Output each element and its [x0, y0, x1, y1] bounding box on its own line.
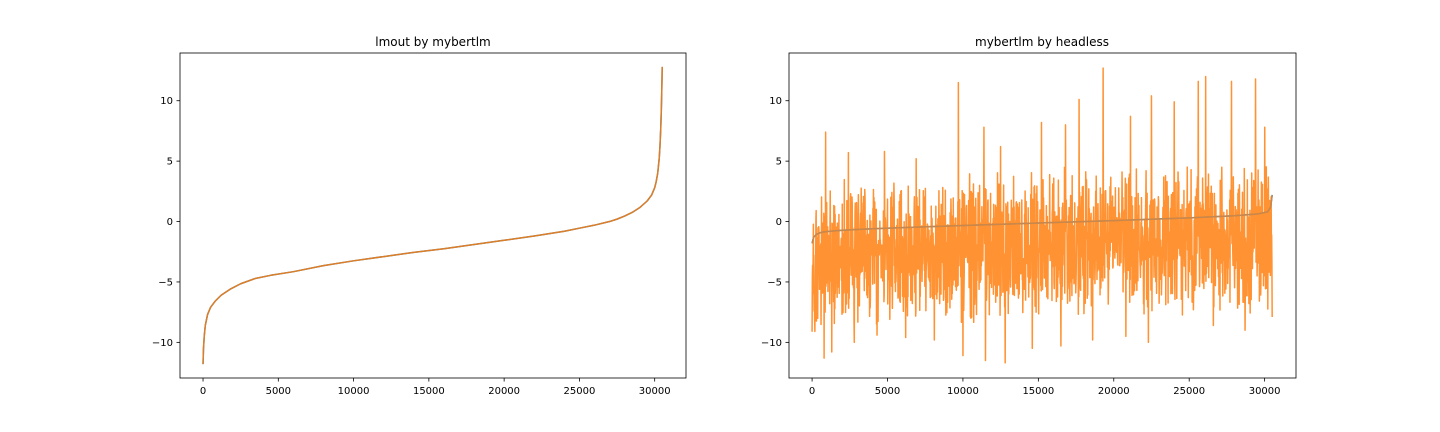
y-tick-label: 10	[769, 96, 782, 107]
y-tick-label: −5	[158, 277, 173, 288]
series-line-orange	[202, 66, 663, 365]
x-tick-label: 30000	[639, 386, 671, 397]
y-tick-label: 10	[160, 96, 173, 107]
x-tick-label: 25000	[564, 386, 596, 397]
x-tick-label: 15000	[1022, 386, 1054, 397]
x-tick-label: 20000	[1098, 386, 1130, 397]
x-axis: 0 5000 10000 15000 20000 25000 30000	[200, 378, 671, 397]
y-tick-label: 5	[167, 157, 173, 168]
x-tick-label: 30000	[1249, 386, 1281, 397]
y-axis: −10 −5 0 5 10	[761, 96, 789, 349]
x-tick-label: 5000	[266, 386, 291, 397]
y-axis: −10 −5 0 5 10	[152, 96, 180, 349]
y-tick-label: 0	[776, 217, 782, 228]
x-axis: 0 5000 10000 15000 20000 25000 30000	[809, 378, 1281, 397]
chart-title: mybertlm by headless	[975, 35, 1109, 49]
y-tick-label: −5	[767, 277, 782, 288]
x-tick-label: 20000	[488, 386, 520, 397]
plot-area-background	[180, 53, 686, 378]
plot-area-frame	[179, 52, 687, 379]
subplot-left: lmout by mybertlm 0 5000 10000 15000 20000 25…	[152, 35, 687, 397]
series-line-orange	[811, 67, 1273, 364]
y-tick-label: 5	[776, 157, 782, 168]
x-tick-label: 25000	[1173, 386, 1205, 397]
y-tick-label: 0	[167, 217, 173, 228]
x-tick-label: 15000	[413, 386, 445, 397]
plot-area-frame	[788, 52, 1297, 379]
x-tick-label: 0	[809, 386, 815, 397]
y-tick-label: −10	[761, 338, 782, 349]
x-tick-label: 10000	[338, 386, 370, 397]
y-tick-label: −10	[152, 338, 173, 349]
x-tick-label: 5000	[875, 386, 900, 397]
chart-title: lmout by mybertlm	[375, 35, 490, 49]
subplot-right: mybertlm by headless 0 5000 10000 15000 2000…	[761, 35, 1297, 397]
x-tick-label: 0	[200, 386, 206, 397]
trend-line-overlay	[811, 194, 1273, 244]
x-tick-label: 10000	[947, 386, 979, 397]
